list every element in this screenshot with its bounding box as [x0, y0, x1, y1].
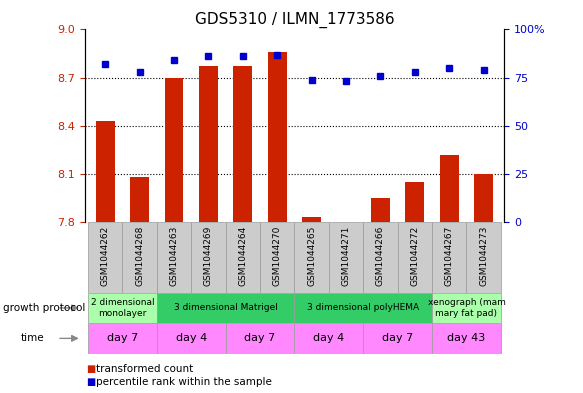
Bar [191, 222, 226, 293]
Bar [294, 323, 363, 354]
Text: GSM1044269: GSM1044269 [204, 226, 213, 286]
Bar [233, 66, 252, 222]
Text: day 7: day 7 [244, 333, 276, 343]
Bar [432, 293, 501, 323]
Bar [199, 66, 218, 222]
Bar [164, 78, 184, 222]
Title: GDS5310 / ILMN_1773586: GDS5310 / ILMN_1773586 [195, 12, 394, 28]
Text: xenograph (mam
mary fat pad): xenograph (mam mary fat pad) [427, 298, 505, 318]
Text: GSM1044265: GSM1044265 [307, 226, 316, 286]
Text: GSM1044263: GSM1044263 [170, 226, 178, 286]
Bar [432, 222, 466, 293]
Text: GSM1044272: GSM1044272 [410, 226, 419, 286]
Text: 3 dimensional Matrigel: 3 dimensional Matrigel [174, 303, 278, 312]
Bar [432, 323, 501, 354]
Text: day 4: day 4 [175, 333, 207, 343]
Text: ■: ■ [86, 364, 96, 374]
Bar [371, 198, 390, 222]
Bar [88, 323, 157, 354]
Text: GSM1044262: GSM1044262 [101, 226, 110, 286]
Bar [268, 52, 287, 222]
Bar [329, 222, 363, 293]
Text: GSM1044267: GSM1044267 [445, 226, 454, 286]
Bar [302, 217, 321, 222]
Bar [226, 222, 260, 293]
Text: GSM1044271: GSM1044271 [342, 226, 350, 286]
Bar [157, 293, 294, 323]
Bar [226, 323, 294, 354]
Text: 3 dimensional polyHEMA: 3 dimensional polyHEMA [307, 303, 419, 312]
Bar [294, 293, 432, 323]
Bar [157, 323, 226, 354]
Bar [96, 121, 115, 222]
Text: day 7: day 7 [382, 333, 413, 343]
Bar [474, 174, 493, 222]
Text: day 7: day 7 [107, 333, 138, 343]
Bar [363, 222, 398, 293]
Text: day 4: day 4 [313, 333, 345, 343]
Text: GSM1044268: GSM1044268 [135, 226, 144, 286]
Bar [88, 293, 157, 323]
Text: percentile rank within the sample: percentile rank within the sample [96, 377, 272, 387]
Bar [363, 323, 432, 354]
Bar [440, 154, 459, 222]
Text: GSM1044273: GSM1044273 [479, 226, 488, 286]
Text: ■: ■ [86, 377, 96, 387]
Bar [405, 182, 424, 222]
Text: transformed count: transformed count [96, 364, 194, 374]
Bar [398, 222, 432, 293]
Text: GSM1044270: GSM1044270 [273, 226, 282, 286]
Text: GSM1044264: GSM1044264 [238, 226, 247, 286]
Text: time: time [20, 333, 44, 343]
Text: day 43: day 43 [447, 333, 486, 343]
Bar [157, 222, 191, 293]
Bar [294, 222, 329, 293]
Bar [130, 177, 149, 222]
Bar [466, 222, 501, 293]
Text: growth protocol: growth protocol [3, 303, 85, 313]
Bar [122, 222, 157, 293]
Text: 2 dimensional
monolayer: 2 dimensional monolayer [90, 298, 154, 318]
Text: GSM1044266: GSM1044266 [376, 226, 385, 286]
Bar [88, 222, 122, 293]
Bar [260, 222, 294, 293]
